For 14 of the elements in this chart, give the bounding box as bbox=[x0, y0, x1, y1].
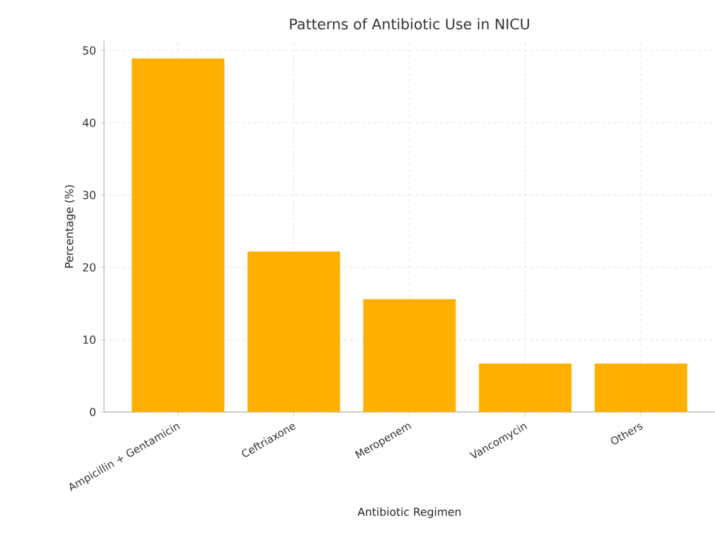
bar bbox=[247, 251, 340, 412]
y-tick-label: 10 bbox=[83, 336, 96, 344]
y-tick-label: 0 bbox=[90, 408, 96, 416]
bar bbox=[594, 364, 688, 412]
chart-title: Patterns of Antibiotic Use in NICU bbox=[290, 18, 530, 30]
bar bbox=[363, 299, 456, 412]
x-axis-title: Antibiotic Regimen bbox=[358, 507, 461, 518]
y-axis-title: Percentage (%) bbox=[64, 185, 76, 268]
y-tick-label: 50 bbox=[83, 46, 96, 55]
y-tick-label: 40 bbox=[82, 118, 96, 127]
bar bbox=[132, 58, 224, 412]
y-tick-label: 30 bbox=[83, 190, 96, 200]
y-tick-label: 20 bbox=[83, 263, 96, 272]
bar bbox=[478, 364, 572, 412]
